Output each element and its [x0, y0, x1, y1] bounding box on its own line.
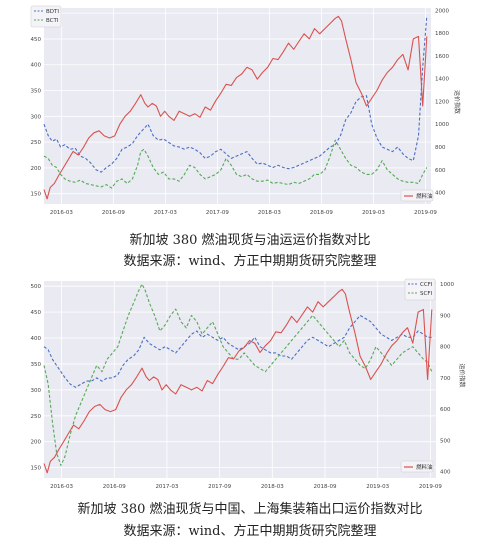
y-left-tick-label: 350: [31, 362, 42, 368]
x-tick-label: 2017-03: [155, 484, 178, 490]
y-right-tick-label: 2000: [435, 8, 449, 14]
x-tick-label: 2019-09: [414, 210, 437, 216]
y-right-tick-label: 800: [440, 345, 451, 351]
legend-box: [400, 189, 434, 202]
y-right-axis-label: 运价指数: [458, 363, 466, 387]
plot-area: [44, 8, 431, 204]
y-left-tick-label: 150: [31, 466, 42, 472]
legend-label: BDTI: [46, 9, 59, 15]
y-left-tick-label: 200: [31, 440, 42, 446]
y-right-tick-label: 1200: [435, 99, 449, 105]
chart-2-source: 数据来源：wind、方正中期期货研究院整理: [123, 524, 377, 539]
y-left-tick-label: 450: [31, 37, 42, 43]
y-right-tick-label: 600: [435, 168, 446, 174]
x-tick-label: 2016-03: [50, 484, 73, 490]
legend-label: BCTI: [46, 18, 59, 24]
legend-label: 燃料油: [416, 463, 433, 471]
x-tick-label: 2018-03: [261, 484, 284, 490]
chart-1-caption: 新加坡 380 燃油现货与油运运价指数对比: [129, 233, 371, 248]
y-left-tick-label: 450: [31, 310, 42, 316]
y-left-tick-label: 200: [31, 166, 42, 172]
chart-1: 1502002503003504004505004006008001000120…: [30, 5, 461, 216]
plot-area: [44, 281, 436, 478]
x-tick-label: 2017-09: [206, 210, 229, 216]
grid: [44, 281, 436, 478]
legend-label: SCFI: [420, 291, 432, 297]
y-left-tick-label: 400: [31, 63, 42, 69]
y-right-tick-label: 1600: [435, 54, 449, 60]
series-line-SCFI: [43, 283, 433, 467]
y-right-tick-label: 800: [435, 145, 446, 151]
y-left-tick-label: 300: [31, 388, 42, 394]
y-left-tick-label: 300: [31, 114, 42, 120]
y-right-tick-label: 500: [440, 438, 451, 444]
y-right-tick-label: 1000: [435, 122, 449, 128]
chart-2: 150 200 250 300 350 400 450 500 400 500 600 700 800 9…: [31, 278, 466, 490]
series-line-BCTI: [43, 139, 428, 189]
y-right-axis-label: 运价指数: [453, 90, 461, 114]
y-right-tick-label: 1400: [435, 77, 449, 83]
chart-1-source: 数据来源：wind、方正中期期货研究院整理: [123, 254, 377, 269]
grid: [44, 8, 431, 204]
x-tick-label: 2018-09: [314, 484, 337, 490]
x-tick-label: 2019-09: [419, 484, 442, 490]
x-tick-label: 2017-09: [208, 484, 231, 490]
x-tick-label: 2016-09: [103, 484, 126, 490]
legend-label: 燃料油: [416, 192, 433, 200]
x-tick-label: 2018-03: [258, 210, 281, 216]
legend-box: [400, 460, 434, 473]
series-line-燃料油: [43, 288, 433, 474]
y-right-tick-label: 900: [440, 313, 451, 319]
legend-indices: BDTI BCTI: [30, 5, 62, 28]
y-right-tick-label: 400: [435, 191, 446, 197]
y-right-tick-label: 600: [440, 407, 451, 413]
legend-fuel: 燃料油: [400, 460, 434, 473]
series-line-CCFI: [43, 314, 432, 388]
y-right-tick-label: 1000: [440, 282, 454, 288]
series-line-燃料油: [43, 15, 428, 200]
legend-label: CCFI: [420, 282, 433, 288]
y-left-tick-label: 400: [31, 336, 42, 342]
y-left-tick-label: 250: [31, 140, 42, 146]
legend-indices: CCFI SCFI: [404, 278, 436, 301]
y-right-tick-label: 700: [440, 376, 451, 382]
x-tick-label: 2019-03: [362, 210, 385, 216]
x-tick-label: 2016-09: [102, 210, 125, 216]
y-right-tick-label: 1800: [435, 31, 449, 37]
x-tick-label: 2018-09: [310, 210, 333, 216]
y-left-tick-label: 500: [31, 284, 42, 290]
legend-fuel: 燃料油: [400, 189, 434, 202]
y-left-tick-label: 350: [31, 89, 42, 95]
y-left-tick-label: 150: [31, 192, 42, 198]
y-right-tick-label: 400: [440, 470, 451, 476]
x-tick-label: 2016-03: [50, 210, 73, 216]
x-tick-label: 2019-03: [366, 484, 389, 490]
x-tick-label: 2017-03: [154, 210, 177, 216]
y-left-tick-label: 250: [31, 414, 42, 420]
chart-2-caption: 新加坡 380 燃油现货与中国、上海集装箱出口运价指数对比: [77, 502, 423, 517]
